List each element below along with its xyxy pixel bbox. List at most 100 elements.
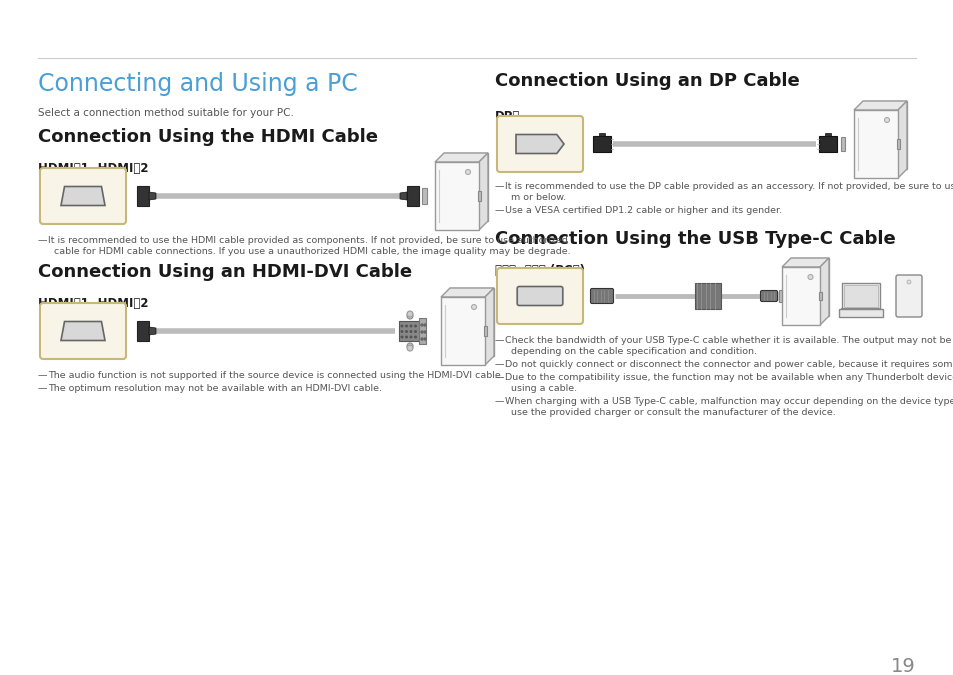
Text: It is recommended to use the DP cable provided as an accessory. If not provided,: It is recommended to use the DP cable pr… — [504, 182, 953, 191]
Polygon shape — [820, 258, 828, 325]
Circle shape — [401, 336, 402, 338]
Bar — [843, 285, 877, 307]
Circle shape — [410, 331, 412, 332]
Text: Due to the compatibility issue, the function may not be available when any Thund: Due to the compatibility issue, the func… — [504, 373, 953, 382]
Circle shape — [410, 325, 412, 327]
Polygon shape — [853, 101, 906, 110]
Bar — [838, 309, 882, 317]
FancyBboxPatch shape — [760, 290, 777, 302]
Text: —: — — [495, 360, 504, 369]
Circle shape — [471, 304, 476, 310]
Polygon shape — [516, 134, 563, 153]
Circle shape — [407, 313, 413, 319]
Bar — [483, 326, 486, 336]
Text: Use a VESA certified DP1.2 cable or higher and its gender.: Use a VESA certified DP1.2 cable or high… — [504, 206, 781, 215]
Circle shape — [407, 311, 413, 317]
Bar — [896, 139, 899, 149]
Text: —: — — [38, 236, 48, 245]
Text: ⎌⎌⎌, ⎌⎌⎌ (PC⎌): ⎌⎌⎌, ⎌⎌⎌ (PC⎌) — [495, 264, 584, 277]
Text: use the provided charger or consult the manufacturer of the device.: use the provided charger or consult the … — [504, 408, 835, 417]
Text: Connection Using an DP Cable: Connection Using an DP Cable — [495, 72, 799, 90]
Text: cable for HDMI cable connections. If you use a unauthorized HDMI cable, the imag: cable for HDMI cable connections. If you… — [48, 247, 570, 256]
Bar — [598, 133, 604, 136]
Circle shape — [405, 331, 407, 332]
Polygon shape — [897, 101, 906, 178]
Circle shape — [423, 324, 426, 326]
Circle shape — [423, 338, 426, 340]
FancyBboxPatch shape — [895, 275, 921, 317]
Circle shape — [906, 280, 910, 284]
Text: —: — — [38, 384, 48, 393]
Bar — [137, 186, 149, 206]
Circle shape — [405, 325, 407, 327]
Bar — [407, 186, 418, 206]
FancyBboxPatch shape — [497, 116, 582, 172]
Polygon shape — [484, 288, 494, 365]
Text: m or below.: m or below. — [504, 193, 565, 202]
Text: —: — — [495, 373, 504, 382]
Bar — [841, 283, 879, 309]
Circle shape — [415, 336, 416, 338]
Text: When charging with a USB Type-C cable, malfunction may occur depending on the de: When charging with a USB Type-C cable, m… — [504, 397, 953, 406]
Bar — [477, 191, 480, 201]
Circle shape — [407, 345, 413, 351]
Bar — [818, 136, 836, 152]
Bar — [443, 153, 488, 221]
Text: —: — — [495, 336, 504, 345]
Bar — [779, 290, 781, 302]
Circle shape — [420, 331, 422, 333]
Text: HDMI⎌1, HDMI⎌2: HDMI⎌1, HDMI⎌2 — [38, 162, 149, 175]
FancyBboxPatch shape — [590, 288, 613, 304]
Polygon shape — [149, 192, 156, 200]
Text: —: — — [495, 206, 504, 215]
FancyBboxPatch shape — [40, 168, 126, 224]
Text: —: — — [38, 371, 48, 380]
Text: Connection Using the USB Type-C Cable: Connection Using the USB Type-C Cable — [495, 230, 895, 248]
Bar — [435, 162, 478, 230]
Text: Connection Using an HDMI-DVI Cable: Connection Using an HDMI-DVI Cable — [38, 263, 412, 281]
Text: DP⎌: DP⎌ — [495, 110, 519, 123]
Text: Do not quickly connect or disconnect the connector and power cable, because it r: Do not quickly connect or disconnect the… — [504, 360, 953, 369]
Text: depending on the cable specification and condition.: depending on the cable specification and… — [504, 347, 757, 356]
Bar — [818, 292, 821, 300]
Circle shape — [420, 338, 422, 340]
Polygon shape — [435, 153, 488, 162]
Polygon shape — [478, 153, 488, 230]
Text: Select a connection method suitable for your PC.: Select a connection method suitable for … — [38, 108, 294, 118]
Text: Connecting and Using a PC: Connecting and Using a PC — [38, 72, 357, 96]
Bar — [440, 297, 484, 365]
Circle shape — [807, 275, 812, 279]
Text: 19: 19 — [890, 657, 915, 675]
Bar — [398, 321, 420, 341]
FancyBboxPatch shape — [517, 286, 562, 306]
Bar — [781, 267, 820, 325]
Text: It is recommended to use the HDMI cable provided as components. If not provided,: It is recommended to use the HDMI cable … — [48, 236, 567, 245]
Text: —: — — [495, 397, 504, 406]
Bar — [421, 188, 427, 204]
Bar — [593, 136, 610, 152]
Text: The audio function is not supported if the source device is connected using the : The audio function is not supported if t… — [48, 371, 503, 380]
Circle shape — [410, 336, 412, 338]
Circle shape — [407, 343, 413, 349]
Circle shape — [401, 331, 402, 332]
Bar — [418, 318, 426, 344]
Bar — [450, 288, 494, 356]
Polygon shape — [149, 327, 156, 335]
Circle shape — [465, 169, 470, 175]
Circle shape — [883, 117, 888, 122]
Circle shape — [423, 331, 426, 333]
Bar — [853, 110, 897, 178]
Bar — [790, 258, 828, 316]
Circle shape — [401, 325, 402, 327]
Bar — [841, 137, 844, 151]
Circle shape — [405, 336, 407, 338]
Polygon shape — [399, 192, 407, 200]
Circle shape — [420, 324, 422, 326]
Text: using a cable.: using a cable. — [504, 384, 577, 393]
Circle shape — [415, 331, 416, 332]
Polygon shape — [440, 288, 494, 297]
Text: Connection Using the HDMI Cable: Connection Using the HDMI Cable — [38, 128, 377, 146]
Text: Check the bandwidth of your USB Type-C cable whether it is available. The output: Check the bandwidth of your USB Type-C c… — [504, 336, 953, 345]
Bar — [695, 283, 720, 309]
Text: The optimum resolution may not be available with an HDMI-DVI cable.: The optimum resolution may not be availa… — [48, 384, 381, 393]
